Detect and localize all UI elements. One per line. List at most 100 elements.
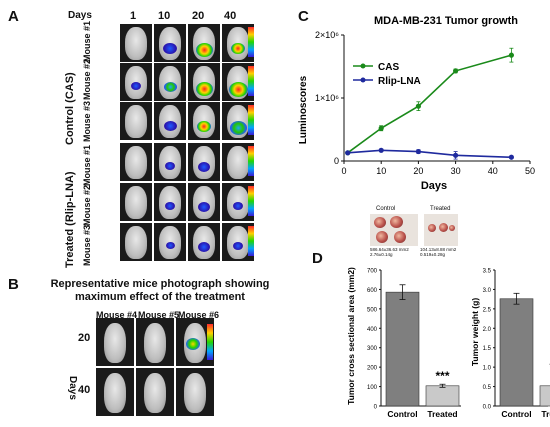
color-scale-bar [248,66,254,96]
panel-a-day-10: 10 [158,10,171,22]
panel-a-mouse-2-label-treated: Mouse #2 [82,184,92,226]
data-point [508,154,514,160]
tumor-signal [198,242,210,252]
mouse-image [188,143,220,181]
panel-d-photo-caption-treated: 104.13±8.88 mm2 0.519±0.28g [420,247,456,257]
color-scale-bar [207,324,213,360]
mouse-image [222,183,254,221]
mouse-image [154,183,186,221]
tumor-signal [198,202,210,212]
panel-b-title: Representative mice photograph showing m… [40,278,280,304]
data-point [415,148,421,155]
panel-a-letter: A [8,8,19,25]
category-label: Treated [541,409,550,419]
panel-d-photo-treated-label: Treated [430,206,451,212]
panel-c-title: MDA-MB-231 Tumor growth [374,15,518,27]
y-tick-label: 300 [367,346,378,352]
mouse-body [125,27,147,60]
tumor-signal [230,121,247,135]
mouse-image [154,63,186,101]
panel-a-mouse-3-label: Mouse #3 [82,100,92,142]
legend-cas-marker [360,63,366,69]
mouse-image [154,102,186,140]
mouse-body [125,105,147,138]
panel-a-day-20: 20 [192,10,205,22]
bar-control [499,298,534,407]
y-tick-label: 0 [334,156,339,166]
tumor-photo [449,225,455,231]
tumor-signal [166,242,175,249]
panel-d-photo-control [370,214,418,246]
mouse-image [120,24,152,62]
panel-b-day-40: 40 [78,384,91,396]
panel-d-photo-caption-control: 586.64±36.63 mm2 2.76±0.14g [370,247,409,257]
x-tick-label: 40 [488,166,498,176]
mouse-image [188,223,220,261]
x-tick-label: 10 [376,166,386,176]
mouse-image [120,63,152,101]
mouse-image [154,223,186,261]
mouse-body [227,146,249,179]
mouse-body [104,373,126,413]
y-tick-label: 600 [367,288,378,294]
tumor-signal [164,82,177,92]
tumor-signal [196,43,213,57]
mouse-image [188,102,220,140]
panel-b-day-20: 20 [78,332,91,344]
y-tick-label: 0 [374,405,378,411]
panel-c-line-chart: MDA-MB-231 Tumor growth Luminoscores Day… [298,15,535,192]
panel-c-letter: C [298,8,309,25]
tumor-signal [186,338,200,350]
data-point [378,125,384,131]
caption-control-area: 586.64±36.63 mm2 [370,247,409,252]
category-label: Control [387,409,417,419]
panel-b-days-label: Days [67,376,78,400]
tumor-photo [394,231,406,243]
panel-d-letter: D [312,250,323,267]
tumor-signal [131,82,141,90]
mouse-image [154,143,186,181]
y-tick-label: 1.5 [483,346,492,352]
panel-b-mouse-5-label: Mouse #5 [138,310,180,320]
y-tick-label: 3.0 [483,288,492,294]
y-tick-label: 400 [367,327,378,333]
x-tick-label: 0 [341,166,346,176]
bar-treated [425,385,460,407]
mouse-image [222,223,254,261]
color-scale-bar [248,27,254,57]
tumor-signal [233,242,243,250]
panel-d-bar-charts: Tumor cross sectional area (mm2) Tumor w… [346,267,550,419]
mouse-image [120,223,152,261]
tumor-signal [231,43,245,54]
y-tick-label: 2×10⁶ [315,30,339,40]
y-tick-label: 2.5 [483,307,492,313]
panel-a-mouse-2-label: Mouse #2 [82,58,92,100]
significance-marker: *** [435,369,449,383]
mouse-image [188,24,220,62]
panel-a-mouse-1-label-treated: Mouse #1 [82,144,92,186]
y-tick-label: 3.5 [483,269,492,275]
mouse-image [222,102,254,140]
mouse-body [104,323,126,363]
mouse-body [125,186,147,219]
panel-a-days-label: Days [68,10,92,21]
x-tick-label: 50 [525,166,535,176]
panel-c-ylabel: Luminoscores [298,75,309,144]
y-tick-label: 100 [367,385,378,391]
category-label: Treated [427,409,457,419]
tumor-signal [197,121,211,132]
panel-c-xlabel: Days [421,180,447,192]
mouse-image [222,63,254,101]
tumor-signal [233,202,243,210]
mouse-body [125,146,147,179]
tumor-signal [163,43,177,54]
panel-a-control-label: Control (CAS) [64,72,76,145]
mouse-photo [136,318,174,366]
tumor-photo [439,223,448,232]
category-label: Control [501,409,531,419]
mouse-photo [176,368,214,416]
tumor-signal [165,162,175,170]
y-tick-label: 700 [367,269,378,275]
bar-treated [539,385,550,407]
mouse-image [222,143,254,181]
